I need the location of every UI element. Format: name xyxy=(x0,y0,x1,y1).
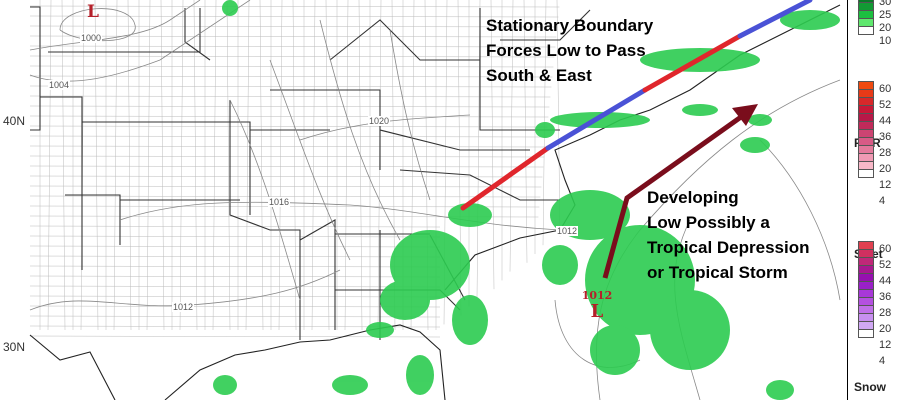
legend-value: 25 xyxy=(879,9,892,21)
latitude-label: 40N xyxy=(3,114,26,128)
legend-value: 20 xyxy=(879,163,892,175)
low-symbol: L xyxy=(87,2,99,22)
legend-value: 20 xyxy=(879,22,892,34)
rain-area xyxy=(650,290,730,370)
rain-area xyxy=(332,375,368,395)
rain-area xyxy=(535,122,555,138)
annotation-line: Developing xyxy=(647,188,739,207)
cold-front-segment xyxy=(737,0,813,39)
isobar-label: 1020 xyxy=(368,116,391,126)
annotation-line: South & East xyxy=(486,66,592,85)
legend-value: 36 xyxy=(879,291,892,303)
annotation-line: Low Possibly a xyxy=(647,213,770,232)
legend-value: 12 xyxy=(879,339,892,351)
legend-value: 10 xyxy=(879,35,892,47)
legend-value: 20 xyxy=(879,323,892,335)
rain-area xyxy=(406,355,434,395)
legend-title-snow: Snow xyxy=(854,380,886,394)
rain-area xyxy=(780,10,840,30)
isobar-label: 1000 xyxy=(80,33,103,43)
storm-track-arrow xyxy=(602,104,758,279)
cold-front-segment xyxy=(545,87,648,151)
legend-swatch xyxy=(858,169,874,178)
warm-front-segment xyxy=(642,33,743,93)
latitude-label: 30N xyxy=(3,340,26,354)
annotation-line: Forces Low to Pass xyxy=(486,41,646,60)
legend-value: 28 xyxy=(879,307,892,319)
low-pressure-marker: 1012 L xyxy=(580,290,614,322)
rain-area xyxy=(366,322,394,338)
legend-value: 28 xyxy=(879,147,892,159)
rain-area xyxy=(213,375,237,395)
rain-area xyxy=(740,137,770,153)
isobar-label: 1012 xyxy=(172,302,195,312)
legend-value: 12 xyxy=(879,179,892,191)
annotation-line: Tropical Depression xyxy=(647,238,810,257)
precipitation-legend: FrzR Sleet Snow 302520106052443628201246… xyxy=(847,0,900,400)
legend-value: 52 xyxy=(879,259,892,271)
rain-area xyxy=(222,0,238,16)
legend-value: 36 xyxy=(879,131,892,143)
rain-area xyxy=(766,380,794,400)
low-pressure-marker: 996 L xyxy=(78,0,108,21)
legend-value: 44 xyxy=(879,115,892,127)
warm-front-segment xyxy=(460,145,551,211)
low-symbol: L xyxy=(590,301,604,322)
legend-value: 30 xyxy=(879,0,892,8)
annotation-line: or Tropical Storm xyxy=(647,263,788,282)
rain-area xyxy=(448,203,492,227)
rain-area xyxy=(550,112,650,128)
legend-value: 44 xyxy=(879,275,892,287)
low-pressure-value: 1012 xyxy=(581,289,613,302)
isobar-label: 1012 xyxy=(556,226,579,236)
rain-area xyxy=(542,245,578,285)
legend-value: 4 xyxy=(879,355,886,367)
rain-area xyxy=(452,295,488,345)
stationary-front xyxy=(460,0,813,211)
legend-swatch xyxy=(858,26,874,35)
isobar-label: 1016 xyxy=(268,197,291,207)
rain-area xyxy=(748,114,772,126)
rain-area xyxy=(380,280,430,320)
low-pressure-value: 996 xyxy=(78,0,108,3)
legend-value: 52 xyxy=(879,99,892,111)
legend-value: 4 xyxy=(879,195,886,207)
rain-area xyxy=(590,325,640,375)
boundary-annotation: Stationary Boundary Forces Low to Pass S… xyxy=(486,13,653,88)
legend-swatch xyxy=(858,329,874,338)
legend-value: 60 xyxy=(879,83,892,95)
low-annotation: Developing Low Possibly a Tropical Depre… xyxy=(647,185,810,285)
annotation-line: Stationary Boundary xyxy=(486,16,654,35)
isobar-label: 1004 xyxy=(48,80,71,90)
rain-area xyxy=(682,104,718,116)
legend-value: 60 xyxy=(879,243,892,255)
